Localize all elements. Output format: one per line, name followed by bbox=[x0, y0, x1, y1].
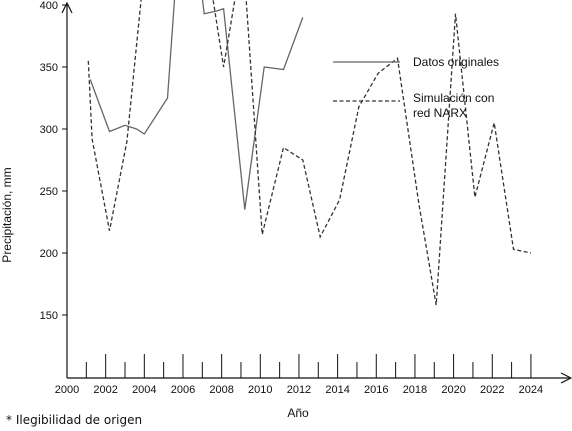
x-tick-label: 2018 bbox=[403, 384, 427, 396]
x-tick-label: 2006 bbox=[171, 384, 195, 396]
y-tick-label: 300 bbox=[40, 124, 58, 136]
x-tick-label: 2010 bbox=[248, 384, 272, 396]
x-axis-title: Año bbox=[287, 406, 309, 420]
footnote: * Ilegibilidad de origen bbox=[6, 413, 143, 427]
series-line-original bbox=[89, 0, 304, 210]
x-tick-label: 2022 bbox=[480, 384, 504, 396]
y-tick-label: 400 bbox=[40, 0, 58, 12]
legend-label: Simulación con red NARX bbox=[413, 91, 494, 120]
x-tick-label: 2024 bbox=[519, 384, 543, 396]
x-tick-label: 2002 bbox=[93, 384, 117, 396]
x-tick-label: 2014 bbox=[325, 384, 349, 396]
x-tick-label: 2020 bbox=[441, 384, 465, 396]
y-tick-label: 350 bbox=[40, 62, 58, 74]
x-tick-label: 2012 bbox=[287, 384, 311, 396]
series-line-narx bbox=[87, 0, 532, 306]
y-tick-label: 200 bbox=[40, 248, 58, 260]
legend-label: Datos originales bbox=[413, 55, 499, 69]
y-tick-label: 150 bbox=[40, 310, 58, 322]
y-axis-arrow bbox=[61, 1, 73, 14]
y-axis-title: Precipitación, mm bbox=[0, 167, 14, 262]
x-tick-label: 2004 bbox=[132, 384, 156, 396]
x-tick-label: 2008 bbox=[209, 384, 233, 396]
y-tick-label: 250 bbox=[40, 186, 58, 198]
x-axis-arrow bbox=[560, 372, 572, 384]
x-tick-label: 2016 bbox=[364, 384, 388, 396]
x-tick-label: 2000 bbox=[55, 384, 79, 396]
